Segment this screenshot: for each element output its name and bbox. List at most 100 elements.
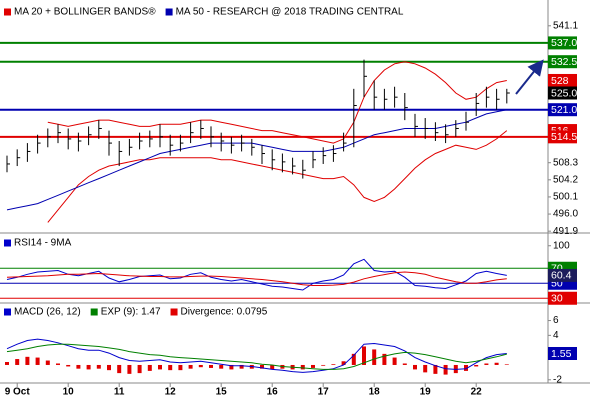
divergence-bar bbox=[362, 346, 366, 365]
y-tick-label: 100 bbox=[553, 240, 570, 251]
divergence-bar bbox=[15, 359, 20, 365]
x-tick-label: 16 bbox=[267, 387, 279, 398]
y-tick-label: 500.1 bbox=[553, 192, 578, 203]
divergence-bar bbox=[86, 364, 91, 370]
divergence-bar bbox=[35, 357, 40, 365]
divergence-bar bbox=[464, 364, 468, 371]
value-box-label: 70 bbox=[551, 263, 563, 275]
x-tick-label: 12 bbox=[165, 387, 177, 398]
x-tick-label: 11 bbox=[114, 387, 125, 398]
value-box bbox=[548, 73, 577, 87]
x-tick-label: 18 bbox=[369, 387, 381, 398]
divergence-bar bbox=[229, 364, 234, 370]
value-box bbox=[548, 55, 577, 69]
divergence-bar bbox=[5, 362, 9, 365]
divergence-bar bbox=[341, 361, 346, 365]
y-tick-label: 504.2 bbox=[553, 174, 578, 185]
divergence-bar bbox=[484, 363, 489, 365]
divergence-bar bbox=[260, 364, 264, 369]
divergence-bar bbox=[127, 364, 132, 374]
value-box-label: 532.5 bbox=[551, 56, 577, 68]
band-lower bbox=[47, 130, 508, 223]
legend-label: MA 20 + BOLLINGER BANDS® bbox=[14, 7, 156, 18]
indicator-line bbox=[6, 258, 507, 291]
x-tick-label: 10 bbox=[63, 387, 75, 398]
divergence-bar bbox=[188, 364, 193, 369]
divergence-bar bbox=[351, 353, 356, 365]
divergence-bar bbox=[270, 364, 275, 370]
legend-label: MA 50 - RESEARCH @ 2018 TRADING CENTRAL bbox=[176, 7, 404, 18]
divergence-bar bbox=[168, 364, 173, 371]
value-box bbox=[548, 130, 577, 144]
divergence-bar bbox=[96, 364, 101, 369]
value-box-label: 50 bbox=[551, 278, 563, 290]
divergence-bar bbox=[137, 364, 142, 374]
divergence-bar bbox=[209, 364, 213, 368]
value-box-label: 525.0 bbox=[551, 87, 577, 99]
legend-swatch bbox=[90, 308, 98, 316]
divergence-bar bbox=[56, 363, 60, 365]
divergence-bar bbox=[443, 364, 448, 375]
legend-swatch bbox=[165, 8, 173, 16]
divergence-bar bbox=[413, 364, 417, 370]
indicator-line bbox=[6, 338, 507, 373]
y-tick-label: 4 bbox=[553, 330, 559, 341]
divergence-bar bbox=[158, 364, 162, 370]
divergence-bar bbox=[331, 364, 336, 365]
legend-label: EXP (9): 1.47 bbox=[101, 307, 161, 318]
divergence-bar bbox=[178, 364, 183, 371]
divergence-bar bbox=[423, 364, 428, 373]
indicator-line bbox=[6, 343, 507, 370]
forecast-arrow bbox=[515, 59, 544, 95]
value-box bbox=[548, 86, 577, 100]
divergence-bar bbox=[300, 364, 305, 370]
y-tick-label: 508.3 bbox=[553, 157, 578, 168]
divergence-bar bbox=[402, 363, 407, 365]
value-box-label: 514.5 bbox=[551, 131, 577, 143]
legend-swatch bbox=[4, 239, 11, 247]
value-box bbox=[548, 103, 577, 117]
divergence-bar bbox=[392, 357, 397, 365]
divergence-bar bbox=[321, 364, 326, 366]
divergence-bar bbox=[504, 364, 509, 365]
divergence-bar bbox=[117, 364, 122, 374]
divergence-bar bbox=[45, 360, 50, 365]
legend-label: MACD (26, 12) bbox=[14, 307, 81, 318]
x-tick-label: 15 bbox=[216, 387, 228, 398]
divergence-bar bbox=[198, 364, 203, 368]
indicator-line bbox=[6, 271, 507, 286]
x-tick-label: 9 Oct bbox=[5, 387, 31, 398]
y-tick-label: -2 bbox=[553, 374, 562, 385]
plot-layer: 541.1 508.3 504.2 500.1 496.0 491.9 9 Oct 10 11 1… bbox=[0, 7, 578, 398]
divergence-bar bbox=[311, 364, 315, 368]
y-tick-label: 496.0 bbox=[553, 209, 578, 220]
x-tick-label: 22 bbox=[471, 387, 483, 398]
y-tick-label: 491.9 bbox=[553, 226, 578, 237]
divergence-bar bbox=[147, 364, 152, 371]
value-box bbox=[548, 346, 577, 360]
divergence-bar bbox=[474, 364, 479, 367]
divergence-bar bbox=[219, 364, 224, 369]
legend-label: Divergence: 0.0795 bbox=[181, 307, 268, 318]
ma-line bbox=[6, 109, 507, 211]
divergence-bar bbox=[239, 364, 244, 369]
divergence-bar bbox=[66, 364, 71, 367]
divergence-bar bbox=[433, 364, 438, 374]
value-box-label: 521.0 bbox=[551, 104, 577, 116]
legend-label: RSI14 - 9MA bbox=[14, 238, 72, 249]
value-box-label: 60.4 bbox=[551, 270, 572, 282]
y-tick-label: 6 bbox=[553, 315, 559, 326]
divergence-bar bbox=[25, 356, 30, 365]
divergence-bar bbox=[494, 362, 499, 365]
divergence-bar bbox=[107, 364, 111, 371]
legend-swatch bbox=[4, 308, 11, 316]
legend-swatch bbox=[4, 8, 11, 16]
value-box bbox=[548, 36, 577, 50]
y-tick-label: 541.1 bbox=[553, 20, 578, 31]
divergence-bar bbox=[382, 353, 387, 365]
value-box-label: 30 bbox=[551, 293, 563, 305]
legend-swatch bbox=[170, 308, 178, 316]
divergence-bar bbox=[76, 364, 81, 369]
